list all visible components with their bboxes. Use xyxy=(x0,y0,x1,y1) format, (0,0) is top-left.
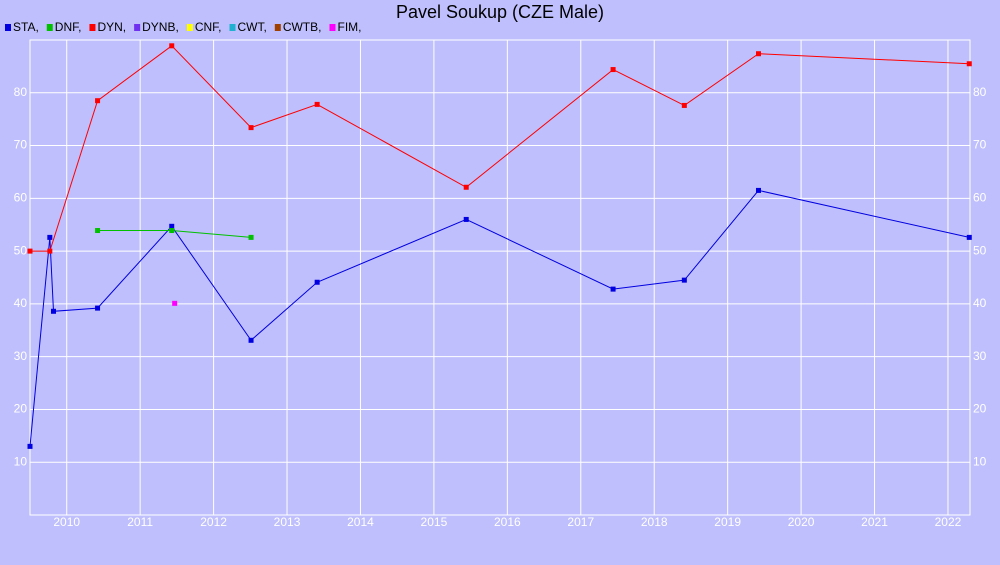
legend-label: CWTB, xyxy=(283,20,322,34)
legend-swatch xyxy=(46,24,53,31)
point xyxy=(314,279,320,285)
point xyxy=(248,234,254,240)
x-tick-label: 2015 xyxy=(421,515,448,529)
x-tick-label: 2014 xyxy=(347,515,374,529)
legend-label: DYN, xyxy=(97,20,126,34)
point xyxy=(610,286,616,292)
point xyxy=(95,305,101,311)
x-tick-label: 2021 xyxy=(861,515,888,529)
x-tick-label: 2018 xyxy=(641,515,668,529)
x-tick-label: 2016 xyxy=(494,515,521,529)
legend-label: STA, xyxy=(13,20,39,34)
y-tick-label: 10 xyxy=(14,454,28,468)
point xyxy=(95,98,101,104)
y-tick-label: 70 xyxy=(14,138,28,152)
legend-swatch xyxy=(89,24,96,31)
y-tick-label: 60 xyxy=(14,191,28,205)
legend-label: FIM, xyxy=(337,20,361,34)
point xyxy=(27,248,33,254)
point xyxy=(463,184,469,190)
point xyxy=(47,248,53,254)
y-tick-label-right: 20 xyxy=(973,402,987,416)
point xyxy=(681,102,687,108)
point xyxy=(51,308,56,314)
x-tick-label: 2020 xyxy=(788,515,815,529)
point xyxy=(966,234,972,240)
x-tick-label: 2010 xyxy=(53,515,80,529)
plot-area xyxy=(29,39,971,516)
y-tick-label-right: 50 xyxy=(973,243,987,257)
x-tick-label: 2011 xyxy=(127,515,153,529)
legend-swatch xyxy=(186,24,193,31)
x-tick-label: 2012 xyxy=(200,515,227,529)
legend-swatch xyxy=(134,24,141,31)
point xyxy=(314,101,320,107)
point xyxy=(248,337,254,343)
point xyxy=(463,216,469,222)
y-tick-label-right: 30 xyxy=(973,349,987,363)
point xyxy=(172,300,178,306)
point xyxy=(966,61,972,67)
legend-label: CWT, xyxy=(237,20,266,34)
chart-title: Pavel Soukup (CZE Male) xyxy=(396,2,604,22)
y-tick-label: 50 xyxy=(14,243,28,257)
x-tick-label: 2013 xyxy=(274,515,301,529)
series-line xyxy=(29,189,970,447)
y-tick-label-right: 10 xyxy=(973,454,987,468)
y-tick-label-right: 70 xyxy=(973,138,987,152)
point xyxy=(756,51,761,57)
point xyxy=(169,43,175,49)
point xyxy=(27,443,33,449)
point xyxy=(756,187,761,193)
legend-swatch xyxy=(229,24,236,31)
y-tick-label-right: 60 xyxy=(973,191,987,205)
legend-swatch xyxy=(274,24,281,31)
x-tick-label: 2017 xyxy=(567,515,594,529)
x-tick-label: 2019 xyxy=(714,515,741,529)
y-tick-label: 80 xyxy=(14,85,28,99)
point xyxy=(169,228,175,234)
y-tick-label: 30 xyxy=(14,349,28,363)
y-tick-label-right: 80 xyxy=(973,85,987,99)
legend-label: DNF, xyxy=(55,20,82,34)
point xyxy=(248,125,254,131)
x-tick-label: 2022 xyxy=(935,515,962,529)
point xyxy=(681,277,687,283)
point xyxy=(610,67,616,73)
legend-swatch xyxy=(329,24,336,31)
y-tick-label: 20 xyxy=(14,402,28,416)
point xyxy=(95,228,101,234)
y-tick-label-right: 40 xyxy=(973,296,987,310)
y-tick-label: 40 xyxy=(14,296,28,310)
legend-label: CNF, xyxy=(195,20,222,34)
legend-label: DYNB, xyxy=(142,20,179,34)
point xyxy=(47,234,53,240)
point xyxy=(169,223,175,229)
legend-swatch xyxy=(5,24,11,31)
